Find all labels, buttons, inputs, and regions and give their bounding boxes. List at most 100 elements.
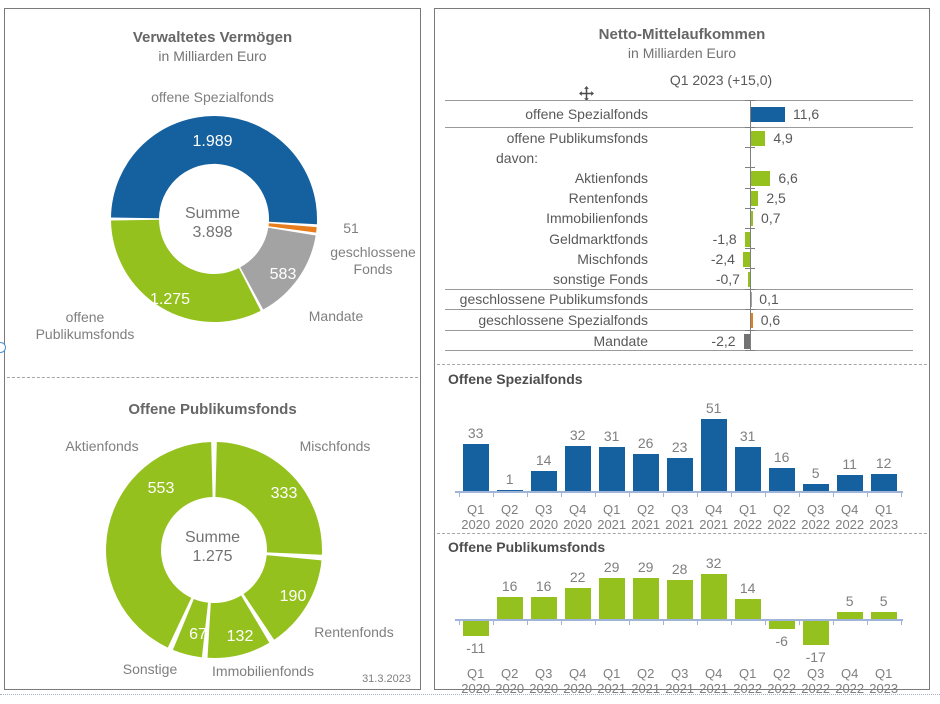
x-tick-label: Q1 xyxy=(603,502,621,517)
page-break-line xyxy=(0,694,940,695)
x-tick-label: 2022 xyxy=(733,517,763,532)
flow-bar-immobilienfonds xyxy=(751,211,754,227)
flow-bar-rentenfonds xyxy=(751,191,759,207)
axis-tick xyxy=(458,621,460,625)
bar-q1-2022 xyxy=(734,446,761,491)
spezial-chart-title: Offene Spezialfonds xyxy=(448,371,583,387)
x-tick-label: 2021 xyxy=(597,517,627,532)
axis-tick xyxy=(832,621,834,625)
x-tick-label: 2020 xyxy=(461,681,491,696)
flow-bar-geschlossene-spezialfonds xyxy=(751,313,753,328)
axis-tick xyxy=(458,493,460,497)
x-tick-label: Q3 xyxy=(807,666,825,681)
label-geschlossene-line1: geschlossene xyxy=(330,244,416,260)
donut2-center-value: 1.275 xyxy=(192,548,233,565)
assets-panel: Verwaltetes Vermögen in Milliarden Euro … xyxy=(4,8,421,690)
section-divider-2 xyxy=(437,533,927,534)
axis-tick xyxy=(745,350,755,352)
axis-tick xyxy=(745,147,755,149)
axis-tick xyxy=(900,493,902,497)
bar-q1-2022 xyxy=(734,599,761,619)
bar-value-label: 1 xyxy=(505,470,514,487)
x-tick-label: Q1 xyxy=(603,666,621,681)
flow-value-label: 2,5 xyxy=(766,190,786,207)
axis-tick xyxy=(696,493,698,497)
donut-segment-sonstige xyxy=(172,599,209,658)
axis-tick xyxy=(745,228,755,229)
publikums-donut-title: Offene Publikumsfonds xyxy=(128,401,297,418)
x-tick-label: Q2 xyxy=(637,502,655,517)
segment-value-rentenfonds: 190 xyxy=(279,588,307,605)
axis-tick xyxy=(730,621,732,625)
bar-q2-2022 xyxy=(768,621,795,630)
bar-value-label: 5 xyxy=(845,593,854,609)
segment-value-immobilienfonds: 132 xyxy=(226,628,254,645)
donut2-center-label: Summe xyxy=(184,529,241,546)
bar-value-label: 28 xyxy=(671,560,688,577)
x-tick-label: Q1 xyxy=(875,502,893,517)
x-tick-label: 2020 xyxy=(529,517,559,532)
flow-row-label-sonstige-fonds: sonstige Fonds xyxy=(553,271,648,287)
bar-q4-2022 xyxy=(836,475,863,491)
flows-bar-table: offene Spezialfonds 11,6 offene Publikumsf… xyxy=(435,9,929,369)
bar-q1-2021 xyxy=(598,446,625,491)
label-geschlossene-line2: Fonds xyxy=(353,261,393,277)
x-tick-label: Q4 xyxy=(705,502,723,517)
axis-tick xyxy=(560,493,562,497)
x-tick-label: 2021 xyxy=(665,681,695,696)
move-cursor-icon[interactable] xyxy=(579,86,594,101)
flow-bar-mandate xyxy=(743,333,750,349)
flow-row-label-geschlossene-spezialfonds: geschlossene Spezialfonds xyxy=(478,312,648,328)
axis-tick xyxy=(730,493,732,497)
flow-row-label-immobilienfonds: Immobilienfonds xyxy=(546,210,648,227)
axis-tick xyxy=(764,621,766,625)
period-label: Q1 2023 (+15,0) xyxy=(669,72,773,88)
segment-value-publikumsfonds: 1.275 xyxy=(149,291,191,308)
x-tick-label: Q3 xyxy=(535,666,553,681)
label-sonstige: Sonstige xyxy=(122,661,178,677)
x-tick-label: Q1 xyxy=(739,502,757,517)
axis-tick xyxy=(798,621,800,625)
donut-segment-immobilienfonds xyxy=(207,595,270,659)
bar-q1-2023 xyxy=(870,473,897,491)
bar-value-label: 14 xyxy=(739,580,756,597)
bar-q3-2020 xyxy=(530,596,557,619)
publikums-chart-title: Offene Publikumsfonds xyxy=(448,539,606,555)
bar-value-label: 26 xyxy=(637,435,654,452)
x-tick-label: Q2 xyxy=(773,502,791,517)
label-mandate: Mandate xyxy=(308,308,364,324)
bar-value-label: 16 xyxy=(535,577,552,594)
axis-tick xyxy=(900,621,902,625)
bar-value-label: 29 xyxy=(603,559,620,576)
donut-segment-offene-spezialfonds xyxy=(111,116,317,225)
flow-value-label: 0,1 xyxy=(759,291,779,308)
x-tick-label: Q4 xyxy=(841,502,859,517)
donut-segment-mandate xyxy=(240,227,316,310)
bar-value-label: 16 xyxy=(501,577,518,594)
bar-value-label: 14 xyxy=(535,452,552,469)
bar-value-label: 5 xyxy=(811,464,820,481)
x-tick-label: 2021 xyxy=(665,517,695,532)
x-tick-label: Q2 xyxy=(501,666,519,681)
publikums-donut-chart xyxy=(106,442,323,659)
separator-line xyxy=(445,309,913,311)
x-tick-label: Q2 xyxy=(773,666,791,681)
donut-center-value: 3.898 xyxy=(192,224,233,241)
bar-value-label: 51 xyxy=(705,399,722,416)
flow-value-label: 0,7 xyxy=(761,210,781,227)
axis-tick xyxy=(745,207,755,209)
flow-row-label-aktienfonds: Aktienfonds xyxy=(574,170,648,186)
flow-row-label-rentenfonds: Rentenfonds xyxy=(568,190,648,207)
flow-value-label: -2,4 xyxy=(710,250,735,267)
flow-row-label-geldmarktfonds: Geldmarktfonds xyxy=(549,230,648,247)
label-aktienfonds: Aktienfonds xyxy=(65,438,139,454)
flow-value-label: 4,9 xyxy=(773,129,793,146)
flow-value-label: 11,6 xyxy=(792,106,820,122)
x-tick-label: 2023 xyxy=(869,681,899,696)
axis-tick xyxy=(662,621,664,625)
spezial-column-chart: 33 Q1 2020 1 Q2 2020 14 Q3 2020 32 Q4 2020 31 Q1 2021 2… xyxy=(435,9,929,689)
flow-value-label: -0,7 xyxy=(715,271,740,287)
bar-value-label: 32 xyxy=(569,426,586,443)
axis-tick xyxy=(745,268,755,270)
panel-divider xyxy=(7,377,418,378)
